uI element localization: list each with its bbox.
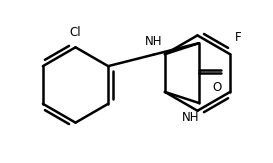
- Text: NH: NH: [145, 35, 162, 48]
- Text: NH: NH: [182, 111, 200, 124]
- Text: F: F: [235, 31, 242, 44]
- Text: O: O: [212, 81, 221, 94]
- Text: Cl: Cl: [70, 26, 81, 39]
